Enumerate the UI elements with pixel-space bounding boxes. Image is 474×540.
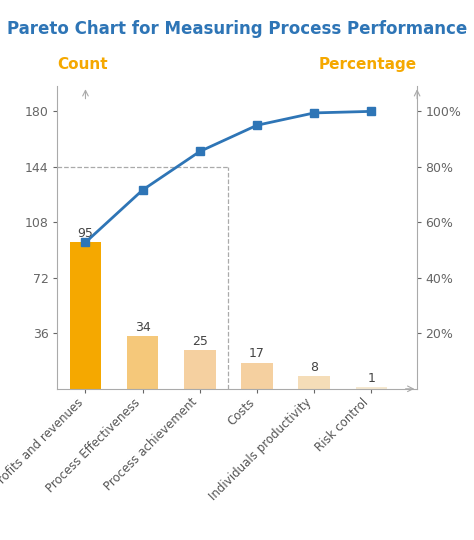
Bar (299, 376, 330, 389)
Bar (241, 362, 273, 389)
Bar (127, 336, 158, 389)
Text: 95: 95 (78, 227, 93, 240)
Bar (184, 350, 216, 389)
Text: Percentage: Percentage (319, 57, 417, 72)
Text: 8: 8 (310, 361, 318, 374)
Bar (356, 387, 387, 389)
Text: 34: 34 (135, 321, 151, 334)
Text: Count: Count (57, 57, 108, 72)
Text: 17: 17 (249, 347, 265, 360)
Title: Pareto Chart for Measuring Process Performance: Pareto Chart for Measuring Process Perfo… (7, 19, 467, 38)
Text: 1: 1 (367, 372, 375, 385)
Text: 25: 25 (192, 335, 208, 348)
Bar (70, 242, 101, 389)
